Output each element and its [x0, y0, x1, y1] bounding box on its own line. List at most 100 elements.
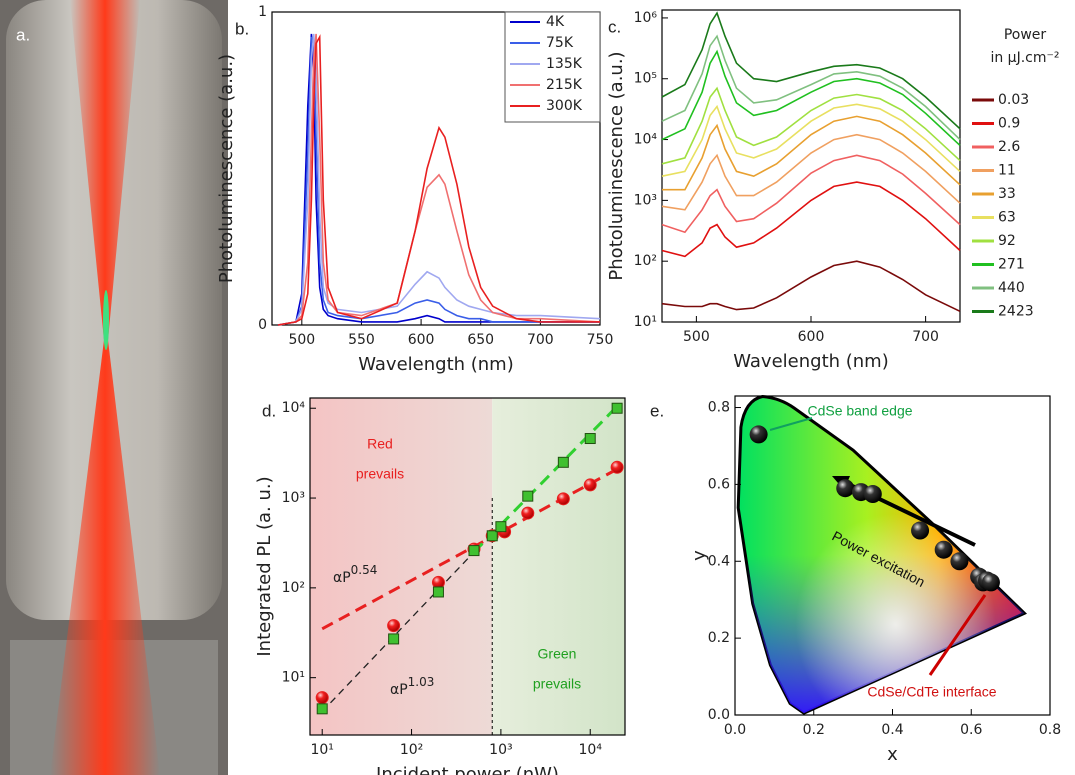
legend-label: 2423 [998, 304, 1034, 320]
annotation: Green [538, 646, 577, 662]
axes-frame [309, 397, 626, 736]
series-line [661, 260, 961, 313]
series-line [277, 34, 600, 326]
gamut-white [738, 396, 1025, 714]
panel-label: b. [235, 19, 249, 38]
point [950, 552, 969, 571]
x-tick-label: 600 [798, 329, 825, 345]
arrow [928, 594, 987, 676]
point [610, 460, 624, 474]
legend-label: 92 [998, 233, 1016, 249]
series-line [661, 181, 961, 258]
panel-label: a. [16, 25, 30, 44]
legend-label: 2.6 [998, 139, 1020, 155]
point [495, 521, 507, 533]
point [981, 573, 1000, 592]
annotation: CdSe band edge [807, 403, 912, 419]
x-tick-label: 500 [683, 329, 710, 345]
point [387, 619, 401, 633]
x-tick-label: 10⁴ [579, 742, 603, 758]
panel-label: c. [608, 17, 621, 36]
legend-label: 0.9 [998, 116, 1020, 132]
x-tick-label: 0.8 [1039, 722, 1061, 738]
legend-label: 4K [546, 14, 565, 30]
axes-frame [271, 11, 601, 326]
legend-label: 135K [546, 56, 583, 72]
legend-label: 33 [998, 186, 1016, 202]
tube [6, 0, 222, 620]
series-line [661, 103, 961, 177]
x-tick-label: 10¹ [310, 742, 333, 758]
point [934, 540, 953, 559]
chart: 500 600 700 10¹ 10² 10³ 10⁴ 10⁵ 10⁶ Wavelength (n… [606, 9, 1060, 372]
y-axis-label: Photoluminescence (a.u.) [606, 51, 627, 280]
legend-label: 271 [998, 257, 1025, 273]
legend-label: 440 [998, 280, 1025, 296]
y-axis-label: Integrated PL (a. u.) [254, 476, 275, 656]
point [836, 479, 855, 498]
series-line [661, 49, 961, 146]
cie-gamut [736, 394, 1028, 715]
panel-label: e. [650, 401, 664, 420]
y-tick-label: 10⁴ [282, 400, 306, 416]
x-tick-label: 650 [467, 332, 494, 348]
y-tick-label: 10³ [282, 490, 305, 506]
fit-label: αP0.54 [333, 563, 377, 587]
series-line [661, 34, 961, 141]
point [432, 586, 444, 598]
annotation: prevails [356, 466, 404, 482]
series-line [277, 33, 601, 326]
point [911, 521, 930, 540]
y-tick-label: 1 [258, 4, 267, 20]
background [492, 398, 625, 735]
y-tick-label: 0.8 [708, 400, 730, 416]
y-tick-label: 10³ [634, 192, 657, 208]
x-tick-label: 10² [400, 742, 423, 758]
y-tick-label: 10¹ [634, 314, 657, 330]
x-tick-label: 0.2 [803, 722, 825, 738]
x-axis-label: Incident power (nW) [376, 764, 559, 775]
y-tick-label: 10⁶ [634, 10, 658, 26]
point [522, 490, 534, 502]
y-tick-label: 0.0 [708, 707, 730, 723]
y-tick-label: 10⁵ [634, 71, 657, 87]
y-tick-label: 10² [634, 253, 657, 269]
fit-label-text: αP [333, 570, 351, 586]
x-tick-label: 550 [348, 332, 375, 348]
point [388, 633, 400, 645]
y-axis-label: Photoluminescence (a.u.) [216, 54, 237, 283]
legend-label: 0.03 [998, 92, 1029, 108]
point [316, 703, 328, 715]
legend-label: 75K [546, 35, 574, 51]
fit-label-sup: 0.54 [351, 563, 378, 577]
series-line [661, 154, 961, 234]
series-line [661, 86, 961, 165]
point [556, 492, 570, 506]
photo: a. [0, 0, 228, 775]
x-tick-label: 700 [912, 329, 939, 345]
legend-box [504, 11, 601, 123]
legend-title: in µJ.cm⁻² [990, 50, 1059, 66]
point [557, 456, 569, 468]
x-axis-label: Wavelength (nm) [358, 354, 514, 375]
x-tick-label: 750 [587, 332, 614, 348]
fit-line [321, 551, 475, 712]
x-tick-label: 600 [408, 332, 435, 348]
chart: 10¹ 10² 10³ 10⁴ 10¹ 10² 10³ 10⁴ Incident power (… [254, 397, 626, 775]
annotation: Red [367, 436, 393, 452]
chart: 500 550 600 650 700 750 0 1 Wavelength (nm) Photo… [216, 4, 613, 375]
x-tick-label: 0.4 [881, 722, 903, 738]
point [583, 478, 597, 492]
y-tick-label: 10⁴ [634, 132, 658, 148]
annotation: CdSe/CdTe interface [867, 684, 996, 700]
point [611, 402, 623, 414]
series-line [661, 11, 961, 130]
fit-line [472, 405, 619, 554]
fit-label-sup: 1.03 [408, 675, 435, 689]
x-tick-label: 700 [527, 332, 554, 348]
x-axis-label: x [887, 744, 898, 765]
chart: 0.0 0.2 0.4 0.6 0.8 0.0 0.2 0.4 0.6 0.8 x y e. CdSe b… [650, 395, 1061, 765]
y-tick-label: 0.2 [708, 630, 730, 646]
